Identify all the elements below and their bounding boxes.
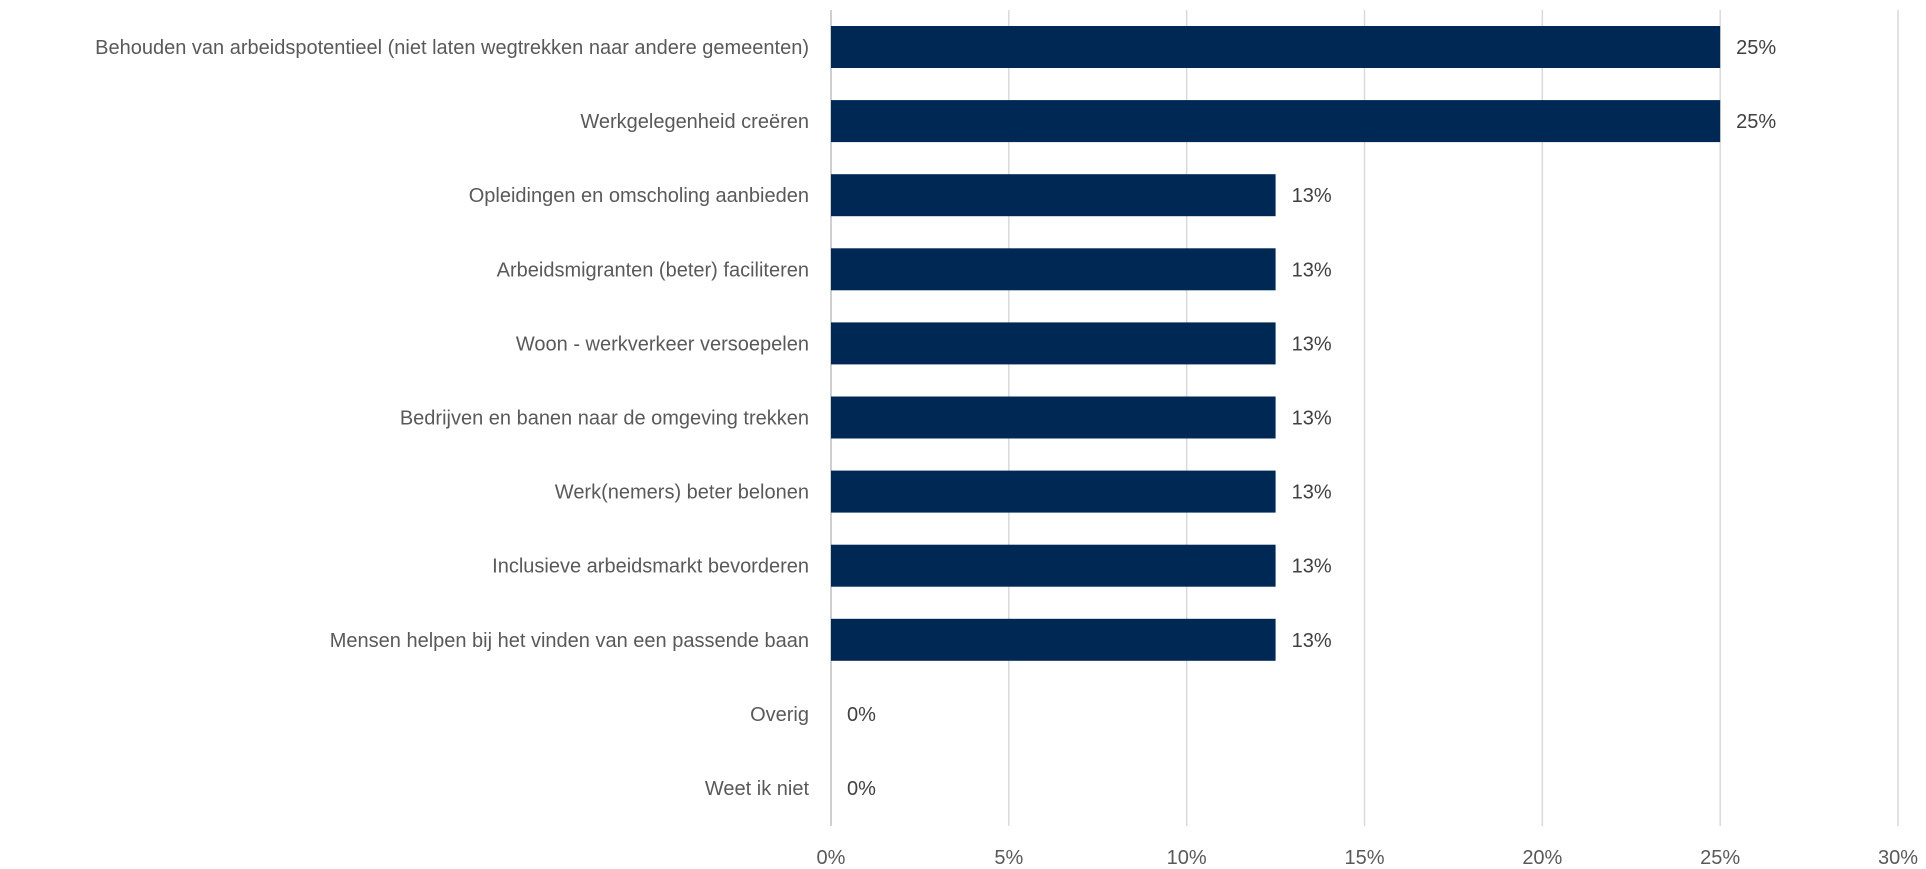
value-label: 25% [1736,37,1776,59]
category-label: Woon - werkverkeer versoepelen [516,333,809,355]
bar [831,322,1276,365]
value-label: 13% [1292,185,1332,207]
bar [831,248,1276,291]
bars [831,26,1721,661]
value-label: 13% [1292,556,1332,578]
bar [831,174,1276,217]
bar [831,470,1276,513]
category-label: Werk(nemers) beter belonen [555,482,809,504]
value-label: 13% [1292,482,1332,504]
x-tick-label: 5% [994,847,1023,869]
category-label: Behouden van arbeidspotentieel (niet lat… [95,37,809,59]
category-label: Bedrijven en banen naar de omgeving trek… [400,408,809,430]
bar [831,618,1276,661]
category-label: Weet ik niet [705,778,810,800]
x-axis-ticks: 0% 5% 10% 15% 20% 25% 30% [817,847,1919,869]
value-label: 13% [1292,630,1332,652]
bar [831,26,1721,68]
value-label: 0% [847,778,876,800]
value-label: 13% [1292,259,1332,281]
category-label: Overig [750,704,809,726]
x-tick-label: 10% [1167,847,1207,869]
x-tick-label: 15% [1344,847,1384,869]
bar [831,100,1721,143]
x-tick-label: 0% [817,847,846,869]
value-label: 13% [1292,333,1332,355]
category-label: Opleidingen en omscholing aanbieden [469,185,809,207]
x-tick-label: 25% [1700,847,1740,869]
category-label: Werkgelegenheid creëren [580,111,809,133]
x-tick-label: 30% [1878,847,1918,869]
bar [831,544,1276,587]
bar [831,396,1276,439]
value-label: 25% [1736,111,1776,133]
category-label: Inclusieve arbeidsmarkt bevorderen [492,556,809,578]
value-label: 13% [1292,408,1332,430]
value-label: 0% [847,704,876,726]
x-tick-label: 20% [1522,847,1562,869]
value-labels: 25% 25% 13% 13% 13% 13% 13% 13% 13% 0% 0% [847,37,1776,800]
category-label: Arbeidsmigranten (beter) faciliteren [497,259,809,281]
category-labels: Behouden van arbeidspotentieel (niet lat… [95,37,809,800]
category-label: Mensen helpen bij het vinden van een pas… [330,630,809,652]
